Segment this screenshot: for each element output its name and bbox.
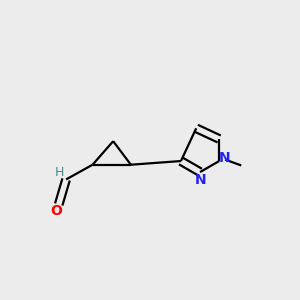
Text: H: H (55, 166, 64, 178)
Text: O: O (50, 204, 62, 218)
Text: N: N (195, 173, 206, 187)
Text: N: N (219, 151, 230, 164)
